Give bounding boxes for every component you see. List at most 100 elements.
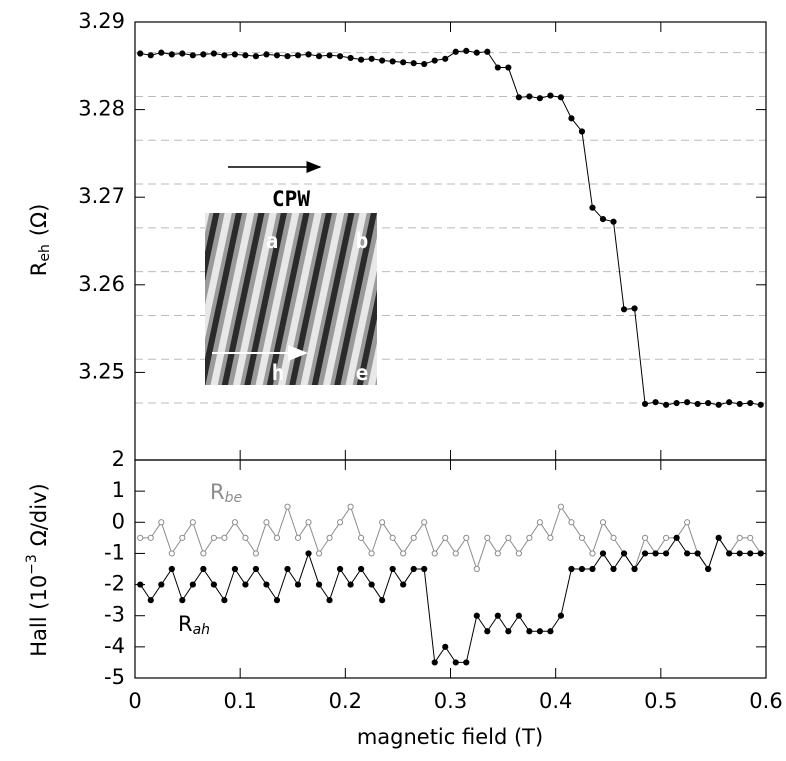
data-point [389,534,396,541]
data-point [526,628,533,635]
data-point [484,48,491,55]
data-point [336,565,344,573]
data-point [158,49,165,56]
plot-frame [134,459,767,679]
data-point [242,534,249,541]
data-point [620,550,628,557]
data-point [589,565,596,573]
series-line [140,505,762,571]
data-point [368,55,375,62]
data-point [652,550,659,557]
data-point [179,534,186,541]
data-point [421,519,428,526]
data-point [526,93,533,100]
data-point [252,565,260,573]
data-point [494,550,501,557]
data-point [641,400,649,408]
data-point [242,581,249,588]
data-point [536,95,543,102]
data-point [179,597,186,604]
data-point [452,48,459,55]
data-point [315,53,323,60]
x-tick-label: 0.3 [434,689,467,713]
data-point [431,57,438,64]
data-point [610,534,617,541]
data-point [557,612,565,619]
data-point [757,550,764,557]
data-point [505,534,512,541]
data-point [547,628,554,635]
data-point [715,401,722,408]
data-point [452,550,459,557]
data-point [336,519,344,526]
data-point [515,612,522,619]
data-point [294,534,302,541]
data-point [137,50,144,57]
data-point [494,64,501,71]
data-point [389,58,396,65]
data-point [505,64,512,71]
data-point [305,51,312,58]
legend-label: Rah [178,612,210,638]
data-point [358,56,365,63]
y-tick-label: 3.27 [78,184,125,208]
data-point [168,550,175,557]
data-point [694,400,701,408]
y-tick-label: -3 [104,603,125,627]
inset-point: b [356,229,369,253]
data-point [662,550,670,557]
legend-sub: ah [193,622,210,638]
data-point [210,50,217,57]
data-point [684,399,691,406]
data-point [315,550,323,557]
inset-image [205,213,377,385]
inset-title: CPW [272,187,310,211]
data-point [400,59,407,66]
data-point [284,565,291,573]
data-point [347,581,354,588]
data-point [158,519,165,526]
label-sup: −3 [24,554,40,575]
data-point [168,51,175,58]
data-point [410,565,417,573]
y-tick-label: 3.29 [78,9,125,33]
y-tick-label: 3.26 [78,272,125,296]
y-axis-label: Reh (Ω) [27,204,53,277]
data-point [379,519,386,526]
data-point [599,216,607,223]
x-tick-label: 0.5 [644,689,677,713]
legend-sub: be [225,490,243,506]
data-point [179,50,186,57]
data-point [189,519,196,526]
data-point [200,51,207,58]
label-part: R [27,262,51,277]
label-part: (Ω) [27,204,51,236]
data-point [578,534,586,541]
data-point [662,534,670,541]
data-point [505,628,512,635]
data-point [747,399,754,407]
data-point [358,565,365,573]
y-tick-label: 1 [112,478,125,502]
data-point [273,52,281,59]
data-point [557,503,565,510]
x-tick-label: 0.1 [223,689,256,713]
data-point [326,597,333,604]
data-point [410,534,417,541]
data-point [641,550,649,557]
data-point [494,612,501,619]
data-point [284,503,291,510]
data-point [221,52,228,59]
y-tick-label: -1 [104,540,125,564]
y-tick-label: 3.28 [78,97,125,121]
data-point [726,550,733,557]
data-point [263,51,270,58]
data-point [200,550,207,557]
data-point [263,581,270,588]
label-sub: eh [37,244,53,262]
data-point [147,52,154,59]
data-point [599,519,607,526]
data-point [568,115,575,122]
data-point [599,550,607,557]
data-point [273,534,281,541]
